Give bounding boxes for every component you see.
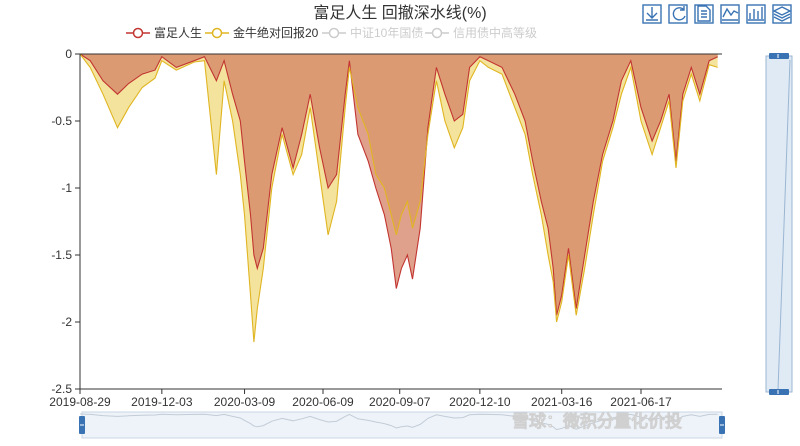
y-tick-label: -1.5 bbox=[51, 248, 72, 262]
x-tick-label: 2020-09-07 bbox=[369, 395, 431, 409]
legend-item-guozhai[interactable]: 中证10年国债 bbox=[322, 25, 423, 40]
x-tick-label: 2019-08-29 bbox=[49, 395, 111, 409]
x-tick-label: 2021-06-17 bbox=[610, 395, 672, 409]
area-fuzu bbox=[80, 54, 718, 316]
x-axis: 2019-08-29 2019-12-03 2020-03-09 2020-06-09… bbox=[49, 388, 722, 409]
chart-title: 富足人生 回撤深水线(%) bbox=[313, 4, 486, 22]
legend-label: 富足人生 bbox=[154, 25, 202, 40]
watermark-text: 雪球：微积分量化价投 bbox=[512, 411, 682, 431]
y-tick-label: -1 bbox=[61, 181, 72, 195]
x-tick-label: 2021-03-16 bbox=[531, 395, 593, 409]
y-zoom-slider[interactable] bbox=[765, 53, 793, 395]
legend-label: 中证10年国债 bbox=[350, 25, 423, 40]
y-axis: 0 -0.5 -1 -1.5 -2 -2.5 bbox=[51, 47, 80, 396]
x-tick-label: 2020-06-09 bbox=[292, 395, 354, 409]
y-zoom-handle-bottom[interactable] bbox=[769, 389, 789, 395]
data-view-icon[interactable] bbox=[694, 4, 714, 24]
legend-label: 金牛绝对回报20 bbox=[233, 25, 319, 40]
y-zoom-handle-top[interactable] bbox=[769, 53, 789, 59]
download-icon[interactable] bbox=[642, 4, 662, 24]
y-tick-label: -2.5 bbox=[51, 382, 72, 396]
legend-item-xinyongzhai[interactable]: 信用债中高等级 bbox=[425, 25, 537, 40]
legend: 富足人生 金牛绝对回报20 中证10年国债 信用债中高等级 bbox=[126, 25, 537, 40]
series-line-fuzu bbox=[79, 53, 718, 316]
y-tick-label: -0.5 bbox=[51, 114, 72, 128]
x-tick-label: 2019-12-03 bbox=[131, 395, 193, 409]
stack-icon[interactable] bbox=[772, 4, 792, 24]
legend-item-fuzu[interactable]: 富足人生 bbox=[126, 25, 202, 40]
x-tick-label: 2020-03-09 bbox=[214, 395, 276, 409]
legend-item-jinniu[interactable]: 金牛绝对回报20 bbox=[205, 25, 319, 40]
toolbox bbox=[642, 4, 792, 24]
refresh-icon[interactable] bbox=[668, 4, 688, 24]
watermark: 雪球：微积分量化价投 bbox=[512, 411, 683, 432]
y-tick-label: -2 bbox=[61, 315, 72, 329]
zoom-preview-line bbox=[79, 413, 718, 431]
bar-chart-icon[interactable] bbox=[746, 4, 766, 24]
plot-area bbox=[79, 53, 722, 389]
x-tick-label: 2020-12-10 bbox=[449, 395, 511, 409]
line-chart-icon[interactable] bbox=[720, 4, 740, 24]
series-line-jinniu bbox=[79, 53, 718, 343]
y-tick-label: 0 bbox=[65, 47, 72, 61]
x-zoom-slider[interactable] bbox=[79, 411, 725, 439]
legend-label: 信用债中高等级 bbox=[453, 25, 537, 40]
